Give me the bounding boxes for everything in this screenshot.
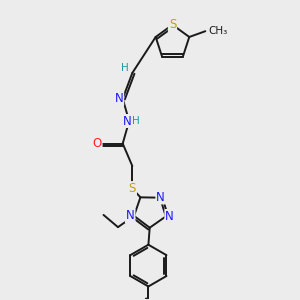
Text: CH₃: CH₃ <box>208 26 227 36</box>
Text: N: N <box>165 210 174 223</box>
Text: H: H <box>122 63 129 73</box>
Text: S: S <box>129 182 136 195</box>
Text: H: H <box>132 116 140 126</box>
Text: N: N <box>126 209 135 222</box>
Text: O: O <box>92 137 102 150</box>
Text: N: N <box>123 115 132 128</box>
Text: N: N <box>115 92 123 105</box>
Text: S: S <box>169 18 176 31</box>
Text: N: N <box>156 190 165 203</box>
